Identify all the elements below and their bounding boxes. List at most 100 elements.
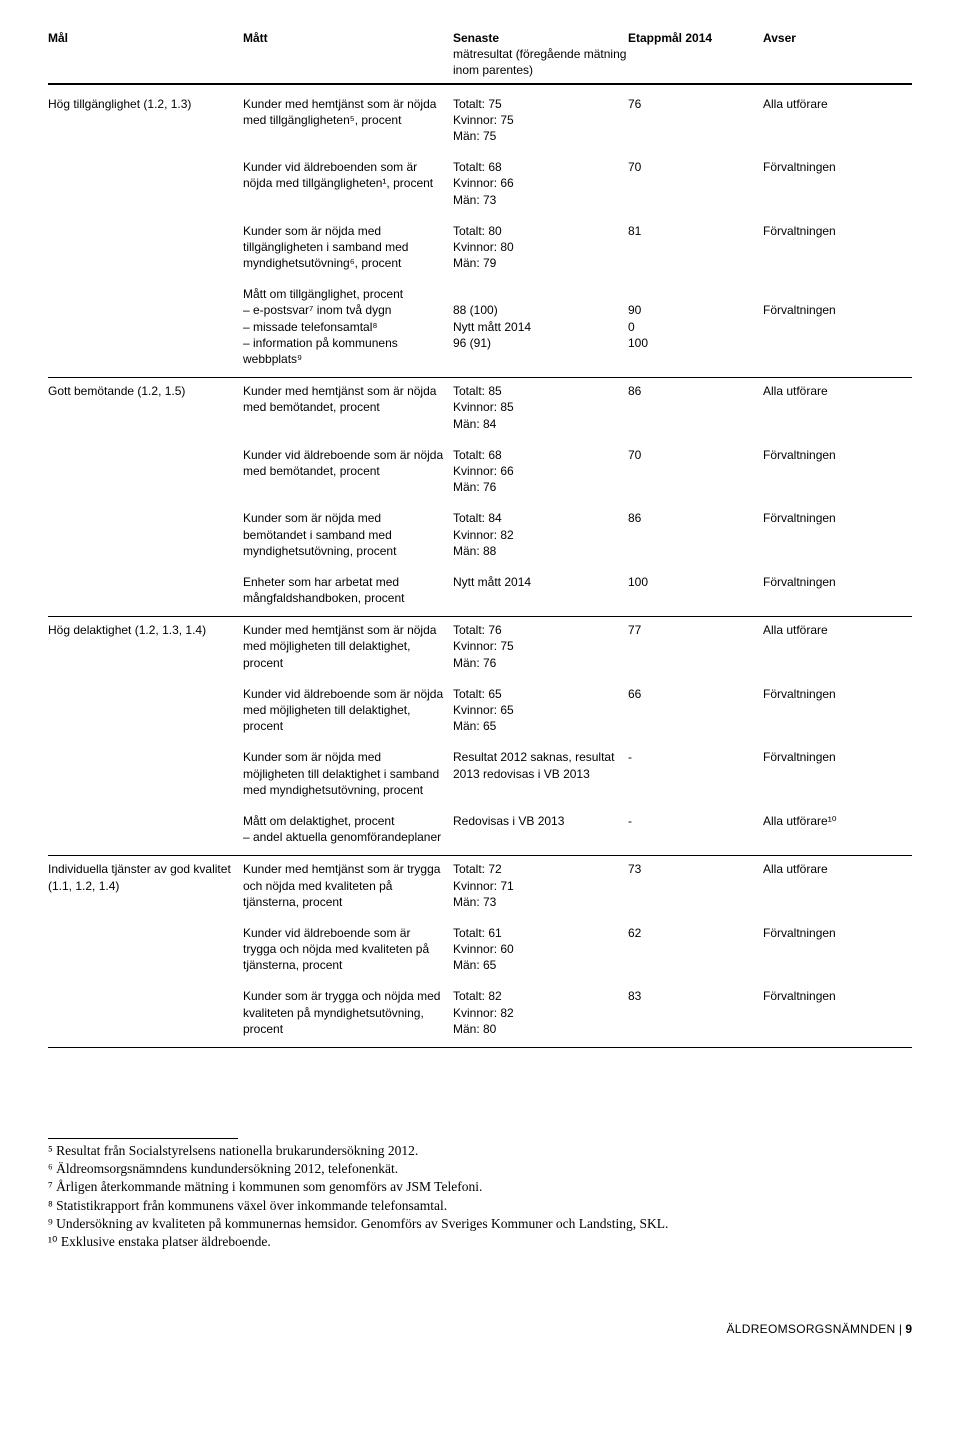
table-row: Kunder som är nöjda med bemötandet i sam…	[48, 505, 912, 569]
cell-matt: Mått om delaktighet, procent – andel akt…	[243, 813, 453, 845]
cell-avser: Alla utförare	[763, 622, 912, 671]
cell-senaste: Totalt: 76 Kvinnor: 75 Män: 76	[453, 622, 628, 671]
table-row: Hög tillgänglighet (1.2, 1.3)Kunder med …	[48, 91, 912, 155]
cell-matt: Enheter som har arbetat med mångfaldshan…	[243, 574, 453, 606]
cell-avser: Förvaltningen	[763, 447, 912, 496]
cell-avser: Förvaltningen	[763, 749, 912, 798]
cell-mal: Hög tillgänglighet (1.2, 1.3)	[48, 96, 243, 145]
cell-avser: Förvaltningen	[763, 223, 912, 272]
header-senaste: Senaste mätresultat (föregående mätning …	[453, 30, 628, 79]
cell-etapp: 83	[628, 988, 763, 1037]
cell-matt: Kunder med hemtjänst som är nöjda med mö…	[243, 622, 453, 671]
cell-mal	[48, 749, 243, 798]
cell-matt: Kunder vid äldreboende som är nöjda med …	[243, 686, 453, 735]
header-etapp: Etappmål 2014	[628, 30, 763, 79]
cell-avser: Förvaltningen	[763, 925, 912, 974]
cell-etapp: 76	[628, 96, 763, 145]
table-row: Hög delaktighet (1.2, 1.3, 1.4)Kunder me…	[48, 617, 912, 681]
table-row: Kunder vid äldreboenden som är nöjda med…	[48, 154, 912, 218]
cell-etapp: 77	[628, 622, 763, 671]
cell-senaste: Totalt: 68 Kvinnor: 66 Män: 73	[453, 159, 628, 208]
cell-senaste: Totalt: 68 Kvinnor: 66 Män: 76	[453, 447, 628, 496]
cell-avser: Alla utförare	[763, 383, 912, 432]
cell-avser: Förvaltningen	[763, 510, 912, 559]
cell-matt: Kunder vid äldreboenden som är nöjda med…	[243, 159, 453, 208]
cell-senaste: Nytt mått 2014	[453, 574, 628, 606]
page-footer: ÄLDREOMSORGSNÄMNDEN | 9	[48, 1321, 912, 1337]
cell-mal	[48, 925, 243, 974]
cell-avser: Förvaltningen	[763, 686, 912, 735]
cell-mal	[48, 159, 243, 208]
header-mal: Mål	[48, 30, 243, 79]
cell-avser: Alla utförare	[763, 96, 912, 145]
table-section: Individuella tjänster av god kvalitet (1…	[48, 856, 912, 1048]
cell-senaste: Totalt: 61 Kvinnor: 60 Män: 65	[453, 925, 628, 974]
table-row: Kunder som är trygga och nöjda med kvali…	[48, 983, 912, 1047]
cell-matt: Kunder som är nöjda med bemötandet i sam…	[243, 510, 453, 559]
cell-etapp: 81	[628, 223, 763, 272]
table-row: Kunder som är nöjda med möjligheten till…	[48, 744, 912, 808]
table-row: Kunder som är nöjda med tillgängligheten…	[48, 218, 912, 282]
cell-etapp: 73	[628, 861, 763, 910]
cell-avser: Förvaltningen	[763, 286, 912, 367]
cell-mal	[48, 988, 243, 1037]
footnote-line: ⁵ Resultat från Socialstyrelsens natione…	[48, 1142, 912, 1160]
cell-mal	[48, 574, 243, 606]
cell-senaste: Resultat 2012 saknas, resultat 2013 redo…	[453, 749, 628, 798]
cell-matt: Kunder vid äldreboende som är trygga och…	[243, 925, 453, 974]
cell-etapp: 70	[628, 159, 763, 208]
cell-mal: Individuella tjänster av god kvalitet (1…	[48, 861, 243, 910]
cell-etapp: 90 0 100	[628, 286, 763, 367]
header-senaste-title: Senaste	[453, 31, 499, 45]
cell-senaste: Totalt: 75 Kvinnor: 75 Män: 75	[453, 96, 628, 145]
table-section: Gott bemötande (1.2, 1.5)Kunder med hemt…	[48, 378, 912, 617]
cell-avser: Alla utförare¹⁰	[763, 813, 912, 845]
footer-sep: |	[896, 1322, 906, 1336]
footnote-line: ⁷ Årligen återkommande mätning i kommune…	[48, 1178, 912, 1196]
cell-matt: Kunder med hemtjänst som är trygga och n…	[243, 861, 453, 910]
cell-etapp: 66	[628, 686, 763, 735]
cell-avser: Förvaltningen	[763, 988, 912, 1037]
cell-senaste: Totalt: 85 Kvinnor: 85 Män: 84	[453, 383, 628, 432]
header-avser: Avser	[763, 30, 912, 79]
cell-etapp: -	[628, 813, 763, 845]
footnote-line: ⁹ Undersökning av kvaliteten på kommuner…	[48, 1215, 912, 1233]
footnote-line: ⁸ Statistikrapport från kommunens växel …	[48, 1197, 912, 1215]
footer-source: ÄLDREOMSORGSNÄMNDEN	[726, 1322, 895, 1336]
table-row: Gott bemötande (1.2, 1.5)Kunder med hemt…	[48, 378, 912, 442]
cell-matt: Kunder med hemtjänst som är nöjda med be…	[243, 383, 453, 432]
cell-etapp: -	[628, 749, 763, 798]
cell-etapp: 62	[628, 925, 763, 974]
table-body: Hög tillgänglighet (1.2, 1.3)Kunder med …	[48, 91, 912, 1048]
table-row: Kunder vid äldreboende som är trygga och…	[48, 920, 912, 984]
cell-matt: Kunder som är nöjda med möjligheten till…	[243, 749, 453, 798]
cell-avser: Alla utförare	[763, 861, 912, 910]
footnote-line: ¹⁰ Exklusive enstaka platser äldreboende…	[48, 1233, 912, 1251]
cell-senaste: Totalt: 84 Kvinnor: 82 Män: 88	[453, 510, 628, 559]
cell-avser: Förvaltningen	[763, 574, 912, 606]
cell-mal	[48, 447, 243, 496]
table-row: Mått om delaktighet, procent – andel akt…	[48, 808, 912, 855]
table-row: Individuella tjänster av god kvalitet (1…	[48, 856, 912, 920]
footnote-line: ⁶ Äldreomsorgsnämndens kundundersökning …	[48, 1160, 912, 1178]
cell-mal	[48, 286, 243, 367]
cell-matt: Kunder med hemtjänst som är nöjda med ti…	[243, 96, 453, 145]
cell-matt: Mått om tillgänglighet, procent – e-post…	[243, 286, 453, 367]
cell-matt: Kunder som är nöjda med tillgängligheten…	[243, 223, 453, 272]
cell-mal	[48, 510, 243, 559]
header-matt: Mått	[243, 30, 453, 79]
table-row: Kunder vid äldreboende som är nöjda med …	[48, 442, 912, 506]
cell-senaste: Redovisas i VB 2013	[453, 813, 628, 845]
cell-etapp: 86	[628, 510, 763, 559]
cell-mal	[48, 223, 243, 272]
cell-etapp: 100	[628, 574, 763, 606]
cell-senaste: Totalt: 80 Kvinnor: 80 Män: 79	[453, 223, 628, 272]
cell-senaste: Totalt: 82 Kvinnor: 82 Män: 80	[453, 988, 628, 1037]
cell-senaste: 88 (100) Nytt mått 2014 96 (91)	[453, 286, 628, 367]
cell-mal	[48, 813, 243, 845]
cell-senaste: Totalt: 72 Kvinnor: 71 Män: 73	[453, 861, 628, 910]
table-section: Hög delaktighet (1.2, 1.3, 1.4)Kunder me…	[48, 617, 912, 856]
table-row: Kunder vid äldreboende som är nöjda med …	[48, 681, 912, 745]
cell-etapp: 86	[628, 383, 763, 432]
table-row: Mått om tillgänglighet, procent – e-post…	[48, 281, 912, 377]
